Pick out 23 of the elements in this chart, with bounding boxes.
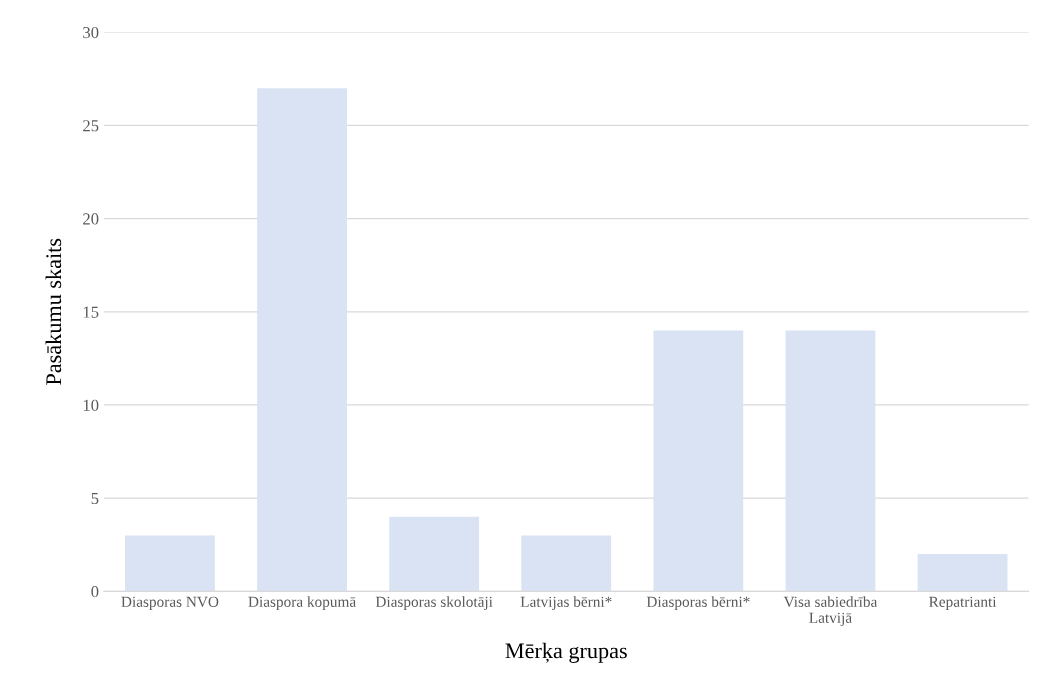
y-tick-label: 30 <box>83 26 99 39</box>
y-tick-label: 15 <box>83 306 99 318</box>
x-axis-title: Mērķa grupas <box>505 642 627 663</box>
x-tick-label: Diaspora kopumā <box>248 596 356 611</box>
bar <box>917 554 1008 592</box>
y-axis-title: Pasākumu skaits <box>45 238 62 385</box>
y-tick-label: 25 <box>83 120 99 132</box>
y-tick-label: 5 <box>91 493 99 505</box>
bar <box>389 516 480 592</box>
y-tick-label: 20 <box>83 213 99 225</box>
x-tick-label: Diasporas NVO <box>121 596 219 611</box>
x-tick-label: Diasporas skolotāji <box>375 596 493 611</box>
bar <box>785 330 876 592</box>
x-tick-label: Latvijas bērni* <box>520 596 612 611</box>
y-tick-label: 0 <box>91 586 99 598</box>
y-tick-label: 10 <box>83 399 99 411</box>
bar <box>257 88 347 592</box>
x-tick-label: Repatrianti <box>929 596 997 611</box>
bar <box>521 535 612 592</box>
x-tick-label: Diasporas bērni* <box>646 596 750 611</box>
bar <box>125 535 215 592</box>
bar <box>653 330 744 592</box>
x-tick-label: Visa sabiedrība Latvijā <box>783 596 878 627</box>
